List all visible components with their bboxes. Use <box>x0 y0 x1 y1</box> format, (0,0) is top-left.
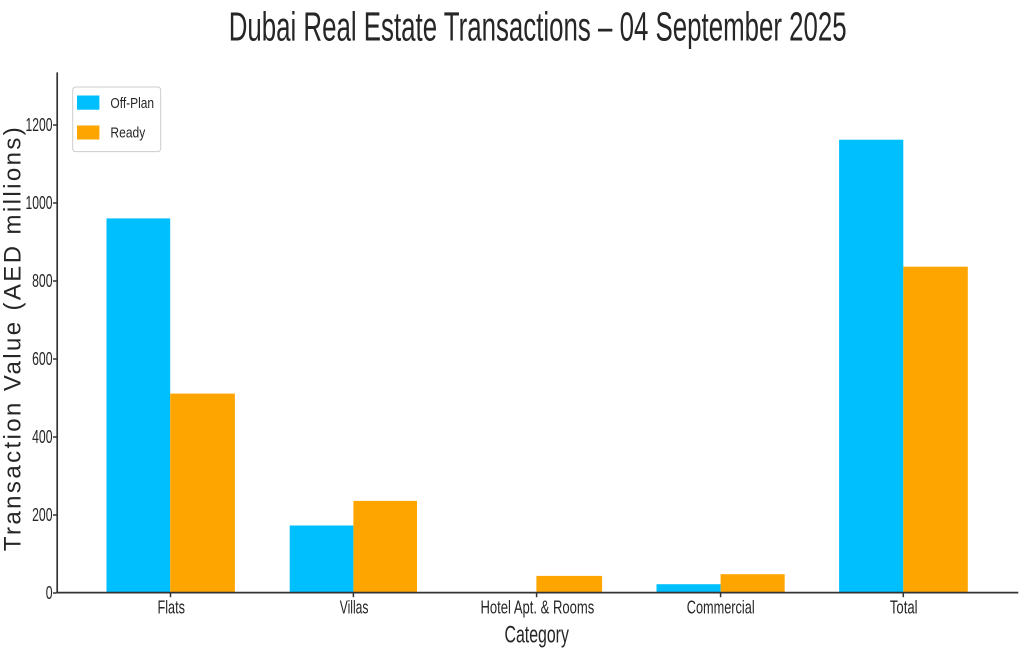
svg-text:200: 200 <box>32 505 52 525</box>
svg-text:Off-Plan: Off-Plan <box>110 95 154 112</box>
svg-text:Hotel Apt. & Rooms: Hotel Apt. & Rooms <box>480 598 594 618</box>
svg-text:Ready: Ready <box>110 124 145 141</box>
svg-text:Dubai Real Estate Transactions: Dubai Real Estate Transactions – 04 Sept… <box>229 4 847 50</box>
svg-text:Total: Total <box>890 598 918 618</box>
svg-text:Villas: Villas <box>340 598 369 618</box>
svg-text:Category: Category <box>505 622 569 649</box>
svg-text:600: 600 <box>32 349 52 369</box>
svg-text:Flats: Flats <box>157 598 185 618</box>
svg-text:1200: 1200 <box>26 115 53 135</box>
svg-text:1000: 1000 <box>26 193 53 213</box>
svg-text:Commercial: Commercial <box>687 598 755 618</box>
svg-text:Transaction Value (AED million: Transaction Value (AED millions) <box>0 125 27 551</box>
svg-text:800: 800 <box>32 271 52 291</box>
svg-text:400: 400 <box>32 427 52 447</box>
svg-text:0: 0 <box>46 583 53 603</box>
